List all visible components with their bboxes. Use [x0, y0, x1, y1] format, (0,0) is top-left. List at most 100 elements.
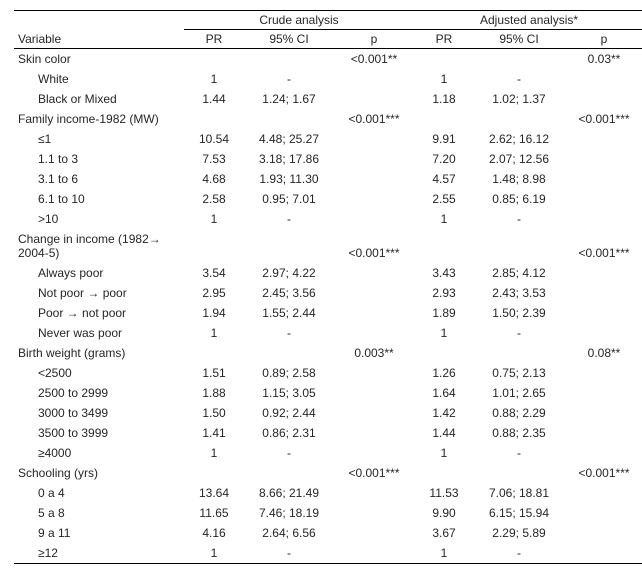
col-crude-ci: 95% CI [244, 30, 334, 49]
col-variable: Variable [14, 11, 184, 49]
table-row: 3.1 to 64.681.93; 11.304.571.48; 8.98 [14, 169, 642, 189]
row-crude-ci: 0.92; 2.44 [244, 403, 334, 423]
table-row: 3000 to 34991.500.92; 2.441.420.88; 2.29 [14, 403, 642, 423]
table-row: Black or Mixed1.441.24; 1.671.181.02; 1.… [14, 89, 642, 109]
table-row: Always poor3.542.97; 4.223.432.85; 4.12 [14, 263, 642, 283]
group-label: Birth weight (grams) [14, 343, 184, 363]
group-header: Skin color<0.001**0.03** [14, 49, 642, 70]
row-adj-pr: 1 [414, 69, 474, 89]
row-label: 0 a 4 [14, 483, 184, 503]
row-label: Never was poor [14, 323, 184, 343]
group-adj-p: <0.001*** [564, 109, 642, 129]
row-adj-ci: 6.15; 15.94 [474, 503, 564, 523]
table-row: White1-1- [14, 69, 642, 89]
table-row: Poor → not poor1.941.55; 2.441.891.50; 2… [14, 303, 642, 323]
table-row: Not poor → poor2.952.45; 3.562.932.43; 3… [14, 283, 642, 303]
table-row: ≥121-1- [14, 543, 642, 564]
row-crude-ci: 1.15; 3.05 [244, 383, 334, 403]
row-crude-pr: 1.94 [184, 303, 244, 323]
row-crude-ci: 0.86; 2.31 [244, 423, 334, 443]
row-crude-pr: 4.16 [184, 523, 244, 543]
group-label: Change in income (1982→ 2004-5) [14, 229, 184, 263]
group-adj-p: 0.03** [564, 49, 642, 70]
row-label: Always poor [14, 263, 184, 283]
row-label: 1.1 to 3 [14, 149, 184, 169]
row-crude-ci: 8.66; 21.49 [244, 483, 334, 503]
row-adj-ci: 2.29; 5.89 [474, 523, 564, 543]
row-label: 3500 to 3999 [14, 423, 184, 443]
row-adj-pr: 1 [414, 323, 474, 343]
group-header: Schooling (yrs)<0.001***<0.001*** [14, 463, 642, 483]
row-crude-pr: 1.51 [184, 363, 244, 383]
row-adj-ci: 1.02; 1.37 [474, 89, 564, 109]
row-adj-pr: 1 [414, 209, 474, 229]
row-crude-ci: 2.45; 3.56 [244, 283, 334, 303]
row-crude-ci: - [244, 443, 334, 463]
table-row: ≥40001-1- [14, 443, 642, 463]
group-crude-p: <0.001*** [334, 109, 414, 129]
row-adj-ci: 0.75; 2.13 [474, 363, 564, 383]
table-row: 9 a 114.162.64; 6.563.672.29; 5.89 [14, 523, 642, 543]
table-row: 1.1 to 37.533.18; 17.867.202.07; 12.56 [14, 149, 642, 169]
table-row: 2500 to 29991.881.15; 3.051.641.01; 2.65 [14, 383, 642, 403]
row-crude-ci: 3.18; 17.86 [244, 149, 334, 169]
row-adj-pr: 1.64 [414, 383, 474, 403]
col-crude-pr: PR [184, 30, 244, 49]
row-label: White [14, 69, 184, 89]
row-adj-pr: 2.55 [414, 189, 474, 209]
row-crude-ci: - [244, 209, 334, 229]
row-crude-ci: 2.64; 6.56 [244, 523, 334, 543]
row-crude-pr: 1 [184, 323, 244, 343]
group-adj-p: <0.001*** [564, 229, 642, 263]
group-crude-p: <0.001*** [334, 463, 414, 483]
row-adj-ci: 7.06; 18.81 [474, 483, 564, 503]
row-label: Black or Mixed [14, 89, 184, 109]
group-crude-p: 0.003** [334, 343, 414, 363]
row-adj-ci: 1.48; 8.98 [474, 169, 564, 189]
row-label: 5 a 8 [14, 503, 184, 523]
row-crude-pr: 4.68 [184, 169, 244, 189]
row-adj-ci: - [474, 69, 564, 89]
row-crude-pr: 1.50 [184, 403, 244, 423]
col-adj-pr: PR [414, 30, 474, 49]
row-label: Not poor → poor [14, 283, 184, 303]
table-row: >101-1- [14, 209, 642, 229]
row-crude-ci: 1.55; 2.44 [244, 303, 334, 323]
col-adj-p: p [564, 30, 642, 49]
row-label: >10 [14, 209, 184, 229]
row-crude-ci: 2.97; 4.22 [244, 263, 334, 283]
row-adj-pr: 1 [414, 443, 474, 463]
row-adj-pr: 2.93 [414, 283, 474, 303]
group-adj-p: <0.001*** [564, 463, 642, 483]
group-header: Change in income (1982→ 2004-5) <0.001***… [14, 229, 642, 263]
row-crude-ci: 7.46; 18.19 [244, 503, 334, 523]
row-adj-pr: 1.44 [414, 423, 474, 443]
group-header: Birth weight (grams)0.003**0.08** [14, 343, 642, 363]
row-crude-pr: 1.44 [184, 89, 244, 109]
col-adjusted: Adjusted analysis* [414, 11, 642, 30]
row-crude-ci: 1.93; 11.30 [244, 169, 334, 189]
row-crude-ci: 1.24; 1.67 [244, 89, 334, 109]
group-crude-p: <0.001*** [334, 229, 414, 263]
row-adj-ci: 1.01; 2.65 [474, 383, 564, 403]
row-crude-pr: 7.53 [184, 149, 244, 169]
table-row: 0 a 413.648.66; 21.4911.537.06; 18.81 [14, 483, 642, 503]
table-row: <25001.510.89; 2.581.260.75; 2.13 [14, 363, 642, 383]
row-crude-ci: - [244, 69, 334, 89]
row-adj-pr: 7.20 [414, 149, 474, 169]
row-adj-ci: 2.43; 3.53 [474, 283, 564, 303]
table-row: ≤110.544.48; 25.279.912.62; 16.12 [14, 129, 642, 149]
col-adj-ci: 95% CI [474, 30, 564, 49]
row-adj-ci: - [474, 443, 564, 463]
col-crude: Crude analysis [184, 11, 414, 30]
row-adj-ci: 0.88; 2.29 [474, 403, 564, 423]
row-adj-pr: 1.26 [414, 363, 474, 383]
table-body: Skin color<0.001**0.03**White1-1-Black o… [14, 49, 642, 564]
row-adj-ci: - [474, 209, 564, 229]
row-crude-ci: - [244, 543, 334, 564]
row-adj-pr: 3.67 [414, 523, 474, 543]
table-row: 3500 to 39991.410.86; 2.311.440.88; 2.35 [14, 423, 642, 443]
row-adj-ci: - [474, 543, 564, 564]
row-adj-pr: 1.89 [414, 303, 474, 323]
row-label: 2500 to 2999 [14, 383, 184, 403]
